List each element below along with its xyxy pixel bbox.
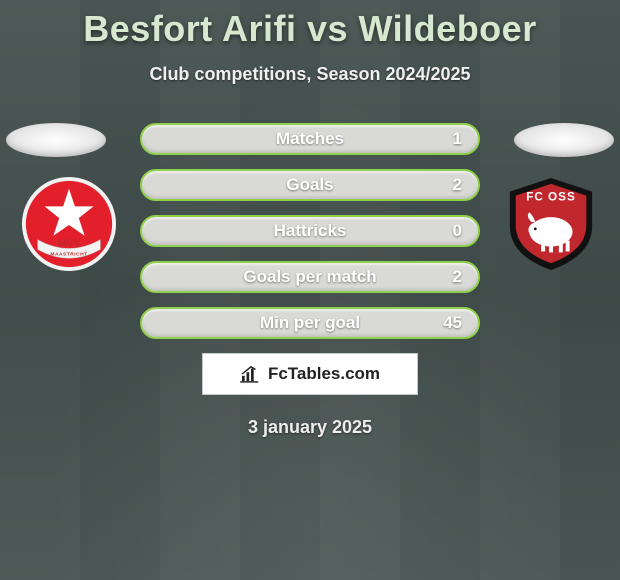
- stat-row-goals-per-match: Goals per match 2: [140, 261, 480, 293]
- svg-text:FC OSS: FC OSS: [526, 190, 576, 203]
- svg-text:MAASTRICHT: MAASTRICHT: [50, 251, 87, 257]
- bar-chart-icon: [240, 365, 262, 383]
- stat-label: Min per goal: [260, 313, 360, 333]
- stat-value: 1: [453, 129, 462, 149]
- stat-value: 2: [453, 175, 462, 195]
- stat-value: 2: [453, 267, 462, 287]
- stat-value: 45: [443, 313, 462, 333]
- page-subtitle: Club competitions, Season 2024/2025: [0, 64, 620, 85]
- stat-value: 0: [453, 221, 462, 241]
- content-wrapper: Besfort Arifi vs Wildeboer Club competit…: [0, 0, 620, 438]
- stat-row-min-per-goal: Min per goal 45: [140, 307, 480, 339]
- stat-label: Matches: [276, 129, 344, 149]
- club-badge-left: MVV MAASTRICHT: [20, 175, 118, 273]
- footer-date: 3 january 2025: [0, 417, 620, 438]
- mid-section: MVV MAASTRICHT FC OSS: [0, 123, 620, 438]
- svg-text:MVV: MVV: [57, 238, 81, 250]
- club-badge-right: FC OSS: [502, 175, 600, 273]
- stat-row-goals: Goals 2: [140, 169, 480, 201]
- stat-row-matches: Matches 1: [140, 123, 480, 155]
- page-title: Besfort Arifi vs Wildeboer: [0, 8, 620, 50]
- fc-oss-crest-icon: FC OSS: [502, 175, 600, 273]
- stat-row-hattricks: Hattricks 0: [140, 215, 480, 247]
- stats-list: Matches 1 Goals 2 Hattricks 0 Goals per …: [140, 123, 480, 339]
- stat-label: Hattricks: [274, 221, 347, 241]
- player-avatar-right: [514, 123, 614, 157]
- brand-box[interactable]: FcTables.com: [202, 353, 418, 395]
- mvv-crest-icon: MVV MAASTRICHT: [20, 175, 118, 273]
- stat-label: Goals per match: [243, 267, 376, 287]
- player-avatar-left: [6, 123, 106, 157]
- brand-text: FcTables.com: [268, 364, 380, 384]
- stat-label: Goals: [286, 175, 333, 195]
